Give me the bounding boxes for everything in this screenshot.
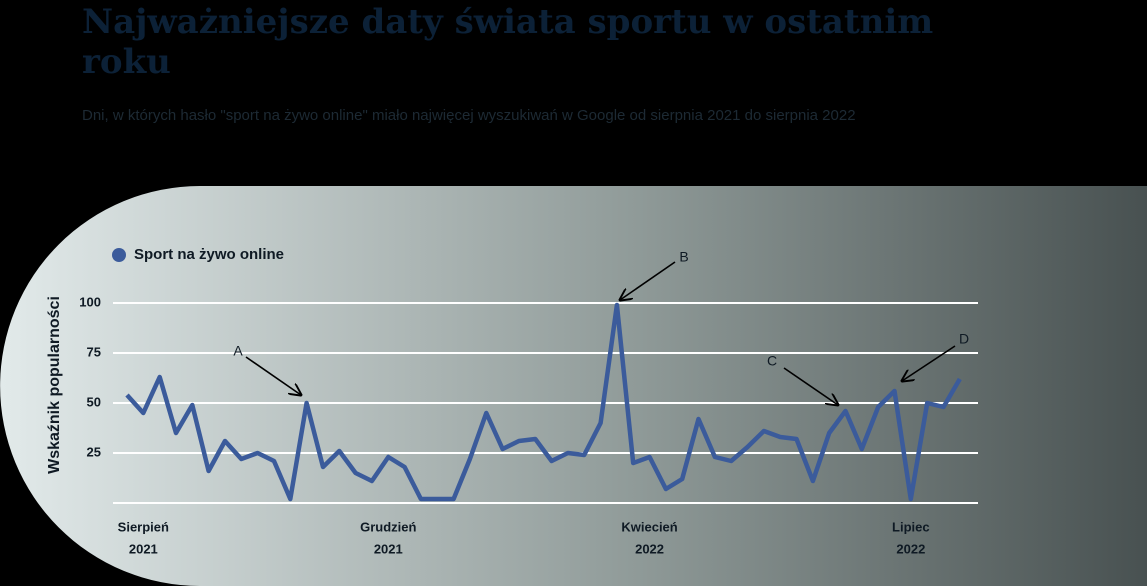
legend-marker <box>112 248 126 262</box>
annotation-label: B <box>679 249 688 265</box>
subtitle: Dni, w których hasło "sport na żywo onli… <box>82 107 856 124</box>
legend-label: Sport na żywo online <box>134 246 284 263</box>
annotation-arrow <box>902 345 956 381</box>
x-tick-label: 2021 <box>129 541 158 556</box>
annotation-arrow <box>245 356 301 395</box>
x-tick-label: 2022 <box>896 541 925 556</box>
y-tick-label: 25 <box>87 444 101 459</box>
y-tick-label: 50 <box>87 394 101 409</box>
x-tick-label: Kwiecień <box>621 519 677 534</box>
annotation-label: C <box>767 353 777 369</box>
x-tick-label: Sierpień <box>118 519 169 534</box>
x-tick-label: Lipiec <box>892 519 930 534</box>
y-tick-label: 75 <box>87 344 101 359</box>
y-tick-label: 100 <box>79 294 101 309</box>
annotation-arrow <box>783 367 838 405</box>
x-tick-label: 2021 <box>374 541 403 556</box>
data-line <box>125 302 962 502</box>
title: Najważniejsze daty świata sportu w ostat… <box>82 2 934 82</box>
y-axis-label: Wskaźnik popularności <box>46 296 63 474</box>
annotation-label: A <box>233 343 243 359</box>
annotation-arrow <box>620 261 676 300</box>
x-tick-label: 2022 <box>635 541 664 556</box>
annotation-label: D <box>959 331 969 347</box>
x-tick-label: Grudzień <box>360 519 416 534</box>
